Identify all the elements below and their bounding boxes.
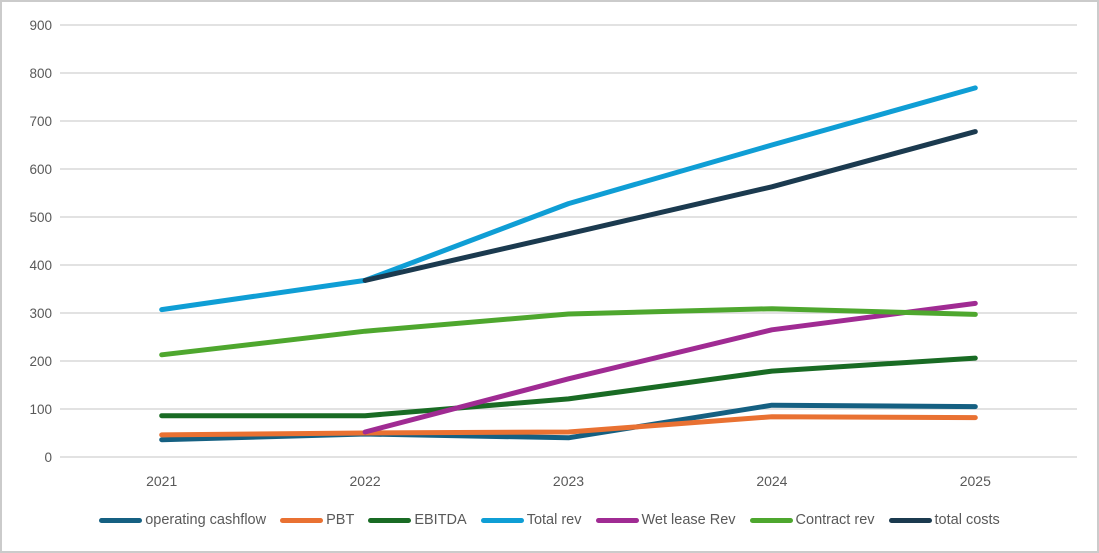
legend-label: PBT <box>326 512 355 528</box>
x-axis-tick-label-2021: 2021 <box>146 473 177 489</box>
legend-line-swatch-icon <box>480 517 524 523</box>
series-line-total-costs[interactable] <box>362 129 978 283</box>
chart-legend: operating cashflow PBT EBITDA Total rev Wet … <box>2 512 1097 528</box>
x-axis-tick-label-2024: 2024 <box>756 473 787 489</box>
y-axis-tick-label: 600 <box>29 162 52 177</box>
legend-label: Contract rev <box>795 512 875 528</box>
legend-item-contract-rev[interactable]: Contract rev <box>749 512 875 528</box>
legend-item-operating-cashflow[interactable]: operating cashflow <box>99 512 266 528</box>
legend-line-swatch-icon <box>368 517 412 523</box>
legend-label: total costs <box>934 512 1000 528</box>
y-axis-tick-label: 0 <box>44 450 52 465</box>
series-line-total-rev[interactable] <box>159 85 978 313</box>
y-axis-tick-label: 400 <box>29 258 52 273</box>
legend-line-swatch-icon <box>888 517 932 523</box>
y-axis-tick-label: 200 <box>29 354 52 369</box>
legend-label: operating cashflow <box>145 512 267 528</box>
x-axis-tick-label-2023: 2023 <box>553 473 584 489</box>
legend-label: EBITDA <box>414 512 467 528</box>
legend-item-pbt[interactable]: PBT <box>280 512 354 528</box>
series-line-pbt[interactable] <box>159 414 978 438</box>
series-line-wet-lease-rev[interactable] <box>362 300 978 435</box>
legend-line-swatch-icon <box>99 517 143 523</box>
legend-line-swatch-icon <box>280 517 324 523</box>
legend-item-total-rev[interactable]: Total rev <box>480 512 582 528</box>
y-axis-tick-label: 500 <box>29 210 52 225</box>
series-line-ebitda[interactable] <box>159 355 978 419</box>
y-axis-tick-label: 700 <box>29 114 52 129</box>
x-axis-tick-label-2022: 2022 <box>350 473 381 489</box>
plot-area: 0 100 200 300 400 500 600 700 800 900 2021 2022 2023… <box>29 18 1077 489</box>
y-axis-tick-label: 300 <box>29 306 52 321</box>
y-axis-tick-label: 800 <box>29 66 52 81</box>
legend-item-total-costs[interactable]: total costs <box>888 512 1000 528</box>
legend-label: Wet lease Rev <box>641 512 736 528</box>
x-axis-tick-label-2025: 2025 <box>960 473 991 489</box>
legend-item-ebitda[interactable]: EBITDA <box>368 512 467 528</box>
legend-line-swatch-icon <box>595 517 639 523</box>
legend-label: Total rev <box>526 512 582 528</box>
legend-item-wet-lease-rev[interactable]: Wet lease Rev <box>595 512 736 528</box>
y-axis-tick-label: 900 <box>29 18 52 33</box>
series-line-contract-rev[interactable] <box>159 306 978 358</box>
y-axis-tick-label: 100 <box>29 402 52 417</box>
legend-line-swatch-icon <box>749 517 793 523</box>
